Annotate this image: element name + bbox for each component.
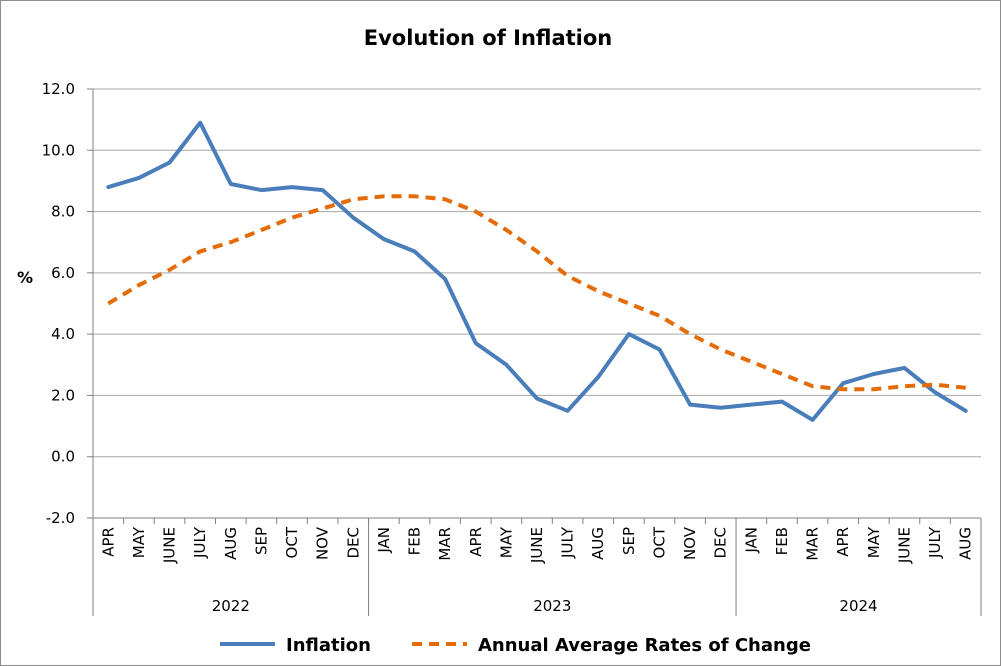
x-tick-label: JUNE	[895, 527, 913, 564]
y-tick-label: 2.0	[51, 386, 75, 404]
year-group-labels: 2022 2023 2024	[212, 597, 878, 615]
legend: Inflation Annual Average Rates of Change	[220, 635, 811, 656]
inflation-series-line	[106, 120, 968, 422]
x-tick-label: JULY	[926, 526, 944, 559]
x-tick-label: FEB	[773, 527, 791, 555]
x-tick-label: JULY	[559, 526, 577, 559]
x-tick-label: JUNE	[161, 527, 179, 564]
x-tick-label: NOV	[681, 526, 699, 560]
x-tick-label: AUG	[589, 527, 607, 560]
annual-average-series-line	[107, 194, 966, 392]
y-tick-label: 0.0	[51, 448, 75, 466]
x-tick-label: JUNE	[528, 527, 546, 564]
x-tick-label: JULY	[191, 526, 209, 559]
x-tick-label: JAN	[742, 527, 760, 554]
y-tick-label: 4.0	[51, 325, 75, 343]
x-tick-label: MAY	[130, 526, 148, 558]
chart-title: Evolution of Inflation	[364, 26, 613, 50]
year-label: 2024	[839, 597, 877, 615]
year-label: 2022	[212, 597, 250, 615]
y-tick-label: -2.0	[46, 509, 75, 527]
gridlines	[87, 88, 981, 519]
axes	[92, 89, 982, 616]
x-tick-label: FEB	[406, 527, 424, 555]
x-tick-label: DEC	[712, 527, 730, 559]
y-tick-label: 8.0	[51, 203, 75, 221]
y-tick-labels: -2.0 0.0 2.0 4.0 6.0 8.0 10.0 12.0	[42, 80, 75, 527]
year-label: 2023	[533, 597, 571, 615]
y-tick-label: 12.0	[42, 80, 75, 98]
x-tick-label: NOV	[314, 526, 332, 560]
x-tick-label: AUG	[957, 527, 975, 560]
y-axis-label: %	[17, 268, 33, 287]
x-tick-label: MAR	[804, 527, 822, 561]
x-tick-label: SEP	[620, 527, 638, 555]
x-tick-labels: APR MAY JUNE JULY AUG SEP OCT NOV DEC JAN FEB MAR AP…	[99, 526, 974, 564]
x-tick-label: MAY	[865, 526, 883, 558]
legend-label: Annual Average Rates of Change	[478, 635, 811, 656]
x-tick-label: APR	[467, 527, 485, 557]
x-tick-label: JAN	[375, 527, 393, 554]
legend-label: Inflation	[286, 635, 371, 656]
x-tick-label: OCT	[283, 526, 301, 558]
x-tick-label: DEC	[344, 527, 362, 559]
x-tick-label: SEP	[252, 527, 270, 555]
x-tick-label: MAR	[436, 527, 454, 561]
y-tick-label: 10.0	[42, 141, 75, 159]
x-tick-label: OCT	[650, 526, 668, 558]
series-lines	[106, 120, 968, 422]
y-tick-label: 6.0	[51, 264, 75, 282]
x-tick-label: MAY	[497, 526, 515, 558]
x-tick-label: APR	[834, 527, 852, 557]
x-tick-label: AUG	[222, 527, 240, 560]
x-tick-label: APR	[99, 527, 117, 557]
